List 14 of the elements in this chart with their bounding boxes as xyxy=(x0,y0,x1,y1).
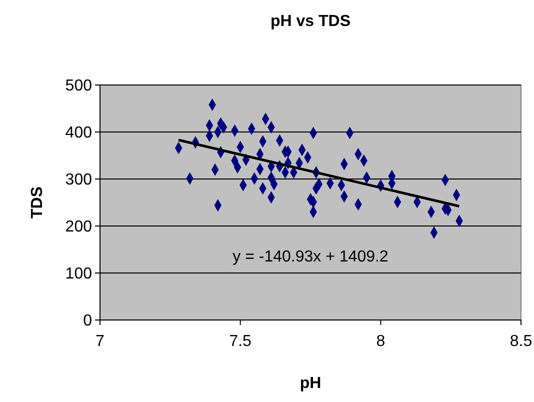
y-tick-label: 100 xyxy=(65,266,92,283)
x-tick-label: 7.5 xyxy=(229,333,252,350)
annotation: y = -140.93x + 1409.2 xyxy=(232,248,388,266)
y-tick-label: 500 xyxy=(65,78,92,95)
y-axis-title: TDS xyxy=(29,186,46,218)
chart-title: pH vs TDS xyxy=(270,13,351,30)
x-axis-title: pH xyxy=(300,375,322,392)
y-tick-label: 300 xyxy=(65,172,92,189)
x-tick-label: 7 xyxy=(96,333,105,350)
y-tick-label: 0 xyxy=(83,312,92,330)
y-tick-label: 400 xyxy=(65,124,92,142)
x-tick-label: 8.5 xyxy=(510,333,532,350)
x-tick-label: 8 xyxy=(376,333,386,350)
y-tick-label: 200 xyxy=(65,218,92,236)
